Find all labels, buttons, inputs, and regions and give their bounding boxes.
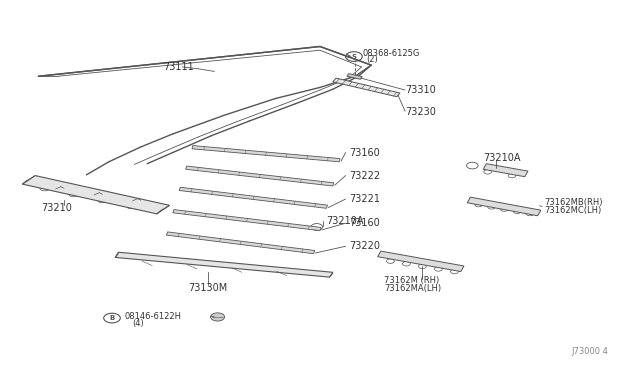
Text: 73210A: 73210A <box>326 217 364 226</box>
Polygon shape <box>179 187 328 208</box>
Text: J73000 4: J73000 4 <box>571 347 608 356</box>
Circle shape <box>475 202 483 207</box>
Polygon shape <box>483 164 528 177</box>
Text: 73220: 73220 <box>349 241 380 251</box>
Circle shape <box>484 170 492 174</box>
Circle shape <box>68 191 79 197</box>
Polygon shape <box>333 78 400 97</box>
Text: 73210: 73210 <box>42 203 72 213</box>
Polygon shape <box>115 252 333 277</box>
Circle shape <box>419 264 426 269</box>
Text: 73162MA(LH): 73162MA(LH) <box>384 284 441 293</box>
Text: (4): (4) <box>132 319 144 328</box>
Circle shape <box>387 259 394 263</box>
Circle shape <box>104 313 120 323</box>
Text: 08368-6125G: 08368-6125G <box>363 49 420 58</box>
Circle shape <box>346 52 362 61</box>
Text: 73230: 73230 <box>405 107 436 116</box>
Polygon shape <box>467 197 541 216</box>
Circle shape <box>526 211 534 216</box>
Circle shape <box>126 203 136 209</box>
Text: 73310: 73310 <box>405 86 436 95</box>
Polygon shape <box>378 251 464 272</box>
Text: 73221: 73221 <box>349 194 380 204</box>
Text: 73111: 73111 <box>163 62 194 72</box>
Circle shape <box>513 209 521 214</box>
Text: S: S <box>351 54 356 60</box>
Circle shape <box>211 313 225 321</box>
Text: B: B <box>109 315 115 321</box>
Circle shape <box>97 197 108 203</box>
Text: (2): (2) <box>366 55 378 64</box>
Polygon shape <box>173 209 321 231</box>
Text: 73130M: 73130M <box>188 283 228 293</box>
Circle shape <box>311 224 323 230</box>
Circle shape <box>467 162 478 169</box>
Text: 73162MC(LH): 73162MC(LH) <box>544 206 601 215</box>
Polygon shape <box>347 74 362 79</box>
Circle shape <box>500 207 508 211</box>
Circle shape <box>488 205 495 209</box>
Polygon shape <box>22 176 170 214</box>
Text: 73160: 73160 <box>349 148 380 157</box>
Polygon shape <box>192 145 340 162</box>
Text: 08146-6122H: 08146-6122H <box>125 312 182 321</box>
Polygon shape <box>166 232 315 254</box>
Polygon shape <box>186 166 334 186</box>
Circle shape <box>508 173 516 178</box>
Circle shape <box>40 185 50 191</box>
Circle shape <box>451 269 458 274</box>
Text: 73162M (RH): 73162M (RH) <box>384 276 439 285</box>
Text: 73162MB(RH): 73162MB(RH) <box>544 198 602 207</box>
Text: 73210A: 73210A <box>483 153 521 163</box>
Circle shape <box>403 262 410 266</box>
Text: 73160: 73160 <box>349 218 380 228</box>
Text: 73222: 73222 <box>349 171 380 180</box>
Circle shape <box>435 267 442 271</box>
